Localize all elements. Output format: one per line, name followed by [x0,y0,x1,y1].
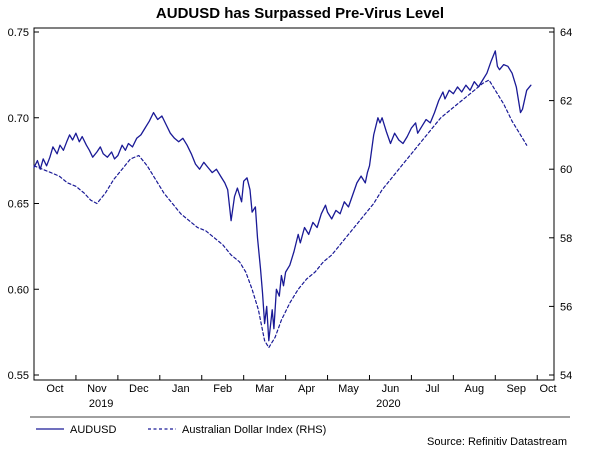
month-label: Jul [425,383,439,395]
legend: AUDUSD Australian Dollar Index (RHS) [36,424,326,436]
month-label: May [338,383,359,395]
chart-title: AUDUSD has Surpassed Pre-Virus Level [156,5,444,22]
month-label: Aug [465,383,485,395]
month-label: Jun [382,383,400,395]
left-axis-tick-label: 0.55 [8,370,29,382]
right-axis-tick-label: 58 [560,233,572,245]
month-label: Nov [87,383,107,395]
series-audusd [33,50,532,342]
series-australian-dollar-index-rhs [33,79,528,349]
right-axis-tick-label: 64 [560,27,572,39]
right-axis-tick-label: 56 [560,301,572,313]
plot-border [33,27,555,381]
legend-label-audusd: AUDUSD [70,424,117,436]
month-label: Feb [213,383,232,395]
month-label: Oct [46,383,63,395]
year-label: 2019 [89,398,113,410]
month-label: Oct [539,383,556,395]
month-label: Mar [255,383,274,395]
series-lines [33,50,532,349]
left-axis-tick-label: 0.65 [8,199,29,211]
year-label: 2020 [376,398,400,410]
source-text: Source: Refinitiv Datastream [427,436,567,448]
right-axis-tick-label: 60 [560,164,572,176]
axes: 0.75 0.70 0.65 0.60 0.55 64 62 60 58 56 54 Oct Nov De… [8,27,573,410]
left-axis-tick-label: 0.60 [8,284,29,296]
month-label: Dec [129,383,149,395]
left-axis-tick-label: 0.70 [8,113,29,125]
left-axis-tick-label: 0.75 [8,27,29,39]
legend-label-aud-index: Australian Dollar Index (RHS) [182,424,326,436]
right-axis-tick-label: 62 [560,96,572,108]
month-label: Sep [506,383,526,395]
right-axis-tick-label: 54 [560,370,572,382]
month-label: Apr [298,383,315,395]
month-label: Jan [172,383,190,395]
